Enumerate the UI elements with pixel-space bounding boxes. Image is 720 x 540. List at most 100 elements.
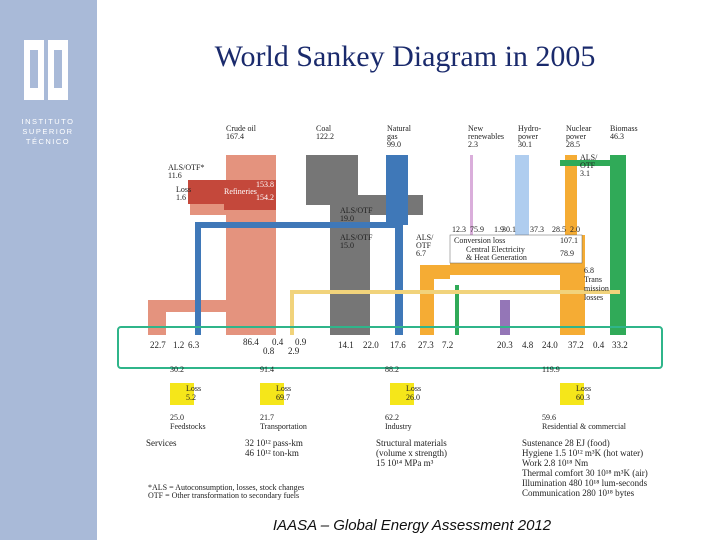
label: 27.3 xyxy=(418,340,434,350)
label: Biomass xyxy=(610,124,638,133)
label: ALS/OTF xyxy=(340,206,373,215)
label: 30.1 xyxy=(518,140,532,149)
label: OTF xyxy=(416,241,432,250)
label: 3.1 xyxy=(580,169,590,178)
label: Thermal comfort 30 10¹⁸ m³K (air) xyxy=(522,468,648,478)
label: (volume x strength) xyxy=(376,448,447,458)
label: Illumination 480 10¹⁸ lum-seconds xyxy=(522,478,648,488)
label: ALS/OTF* xyxy=(168,163,204,172)
label: Loss xyxy=(186,384,201,393)
label: 5.2 xyxy=(186,393,196,402)
footer: IAASA – Global Energy Assessment 2012 xyxy=(273,517,552,534)
label: 6.7 xyxy=(416,249,426,258)
label: 20.3 xyxy=(497,340,513,350)
label: Hygiene 1.5 10¹² m³K (hot water) xyxy=(522,448,643,458)
label: 99.0 xyxy=(387,140,401,149)
label: Central Electricity xyxy=(466,245,525,254)
label: 60.3 xyxy=(576,393,590,402)
label: & Heat Generation xyxy=(466,253,527,262)
label: 0.4 xyxy=(593,340,605,350)
label: power xyxy=(566,132,586,141)
label: 25.0 xyxy=(170,413,184,422)
label: 0.4 xyxy=(272,337,284,347)
label: ALS/OTF xyxy=(340,233,373,242)
label: 37.2 xyxy=(568,340,584,350)
label: OTF xyxy=(580,161,596,170)
label: 75.9 xyxy=(470,225,484,234)
label: Natural xyxy=(387,124,412,133)
label: ALS/ xyxy=(416,233,434,242)
label: *ALS = Autoconsumption, losses, stock ch… xyxy=(148,483,304,492)
label: OTF = Other transformation to secondary … xyxy=(148,491,299,500)
label: 24.0 xyxy=(542,340,558,350)
label: Hydro- xyxy=(518,124,541,133)
label: 59.6 xyxy=(542,413,556,422)
label: losses xyxy=(584,293,603,302)
label: 86.4 xyxy=(243,337,259,347)
label: 1.9 xyxy=(494,225,504,234)
label: 14.1 xyxy=(338,340,354,350)
label: 88.2 xyxy=(385,365,399,374)
title: World Sankey Diagram in 2005 xyxy=(215,40,596,73)
label: 28.5 xyxy=(552,225,566,234)
label: 2.9 xyxy=(288,346,300,356)
label: 69.7 xyxy=(276,393,290,402)
label: Structural materials xyxy=(376,438,447,448)
label: 0.9 xyxy=(295,337,307,347)
label: Refineries xyxy=(224,187,257,196)
label: power xyxy=(518,132,538,141)
label: Loss xyxy=(176,185,191,194)
label: Coal xyxy=(316,124,332,133)
loss-boxes xyxy=(170,383,584,405)
label: 154.2 xyxy=(256,193,274,202)
label: 19.0 xyxy=(340,214,354,223)
label: Trans xyxy=(584,275,602,284)
label: 46 10¹² ton-km xyxy=(245,448,299,458)
label: Loss xyxy=(576,384,591,393)
label: 37.3 xyxy=(530,225,544,234)
label: 0.8 xyxy=(263,346,275,356)
label: 30.1 xyxy=(502,225,516,234)
logo-text: INSTITUTO xyxy=(22,117,75,126)
label: 167.4 xyxy=(226,132,244,141)
label: renewables xyxy=(468,132,504,141)
label: Loss xyxy=(276,384,291,393)
end-use-box xyxy=(117,326,663,369)
label: Communication 280 10¹⁸ bytes xyxy=(522,488,635,498)
flows xyxy=(148,155,626,335)
label: 22.7 xyxy=(150,340,166,350)
label: 2.0 xyxy=(570,225,580,234)
label: ALS/ xyxy=(580,153,598,162)
label: mission xyxy=(584,284,609,293)
label: 33.2 xyxy=(612,340,628,350)
label: 4.8 xyxy=(522,340,534,350)
label: Crude oil xyxy=(226,124,257,133)
label: 78.9 xyxy=(560,249,574,258)
label: 22.0 xyxy=(363,340,379,350)
label: Loss xyxy=(406,384,421,393)
label: 1.2 xyxy=(173,340,184,350)
label: 91.4 xyxy=(260,365,274,374)
label: 1.6 xyxy=(176,193,186,202)
label: Nuclear xyxy=(566,124,592,133)
label: Sustenance 28 EJ (food) xyxy=(522,438,610,448)
label: 21.7 xyxy=(260,413,274,422)
label: 122.2 xyxy=(316,132,334,141)
label: New xyxy=(468,124,483,133)
label: gas xyxy=(387,132,398,141)
label: 6.3 xyxy=(188,340,200,350)
label: 26.0 xyxy=(406,393,420,402)
label: 11.6 xyxy=(168,171,182,180)
label: Feedstocks xyxy=(170,422,206,431)
label: 15.0 xyxy=(340,241,354,250)
label: Services xyxy=(146,438,177,448)
logo-mark xyxy=(24,40,68,100)
label: 28.5 xyxy=(566,140,580,149)
label: 30.2 xyxy=(170,365,184,374)
label: 153.8 xyxy=(256,180,274,189)
label: 6.8 xyxy=(584,266,594,275)
label: Residential & commercial xyxy=(542,422,627,431)
label: 12.3 xyxy=(452,225,466,234)
